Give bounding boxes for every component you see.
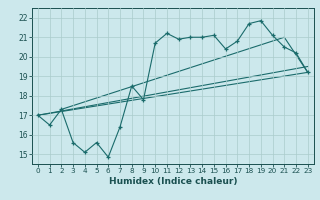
X-axis label: Humidex (Indice chaleur): Humidex (Indice chaleur)	[108, 177, 237, 186]
